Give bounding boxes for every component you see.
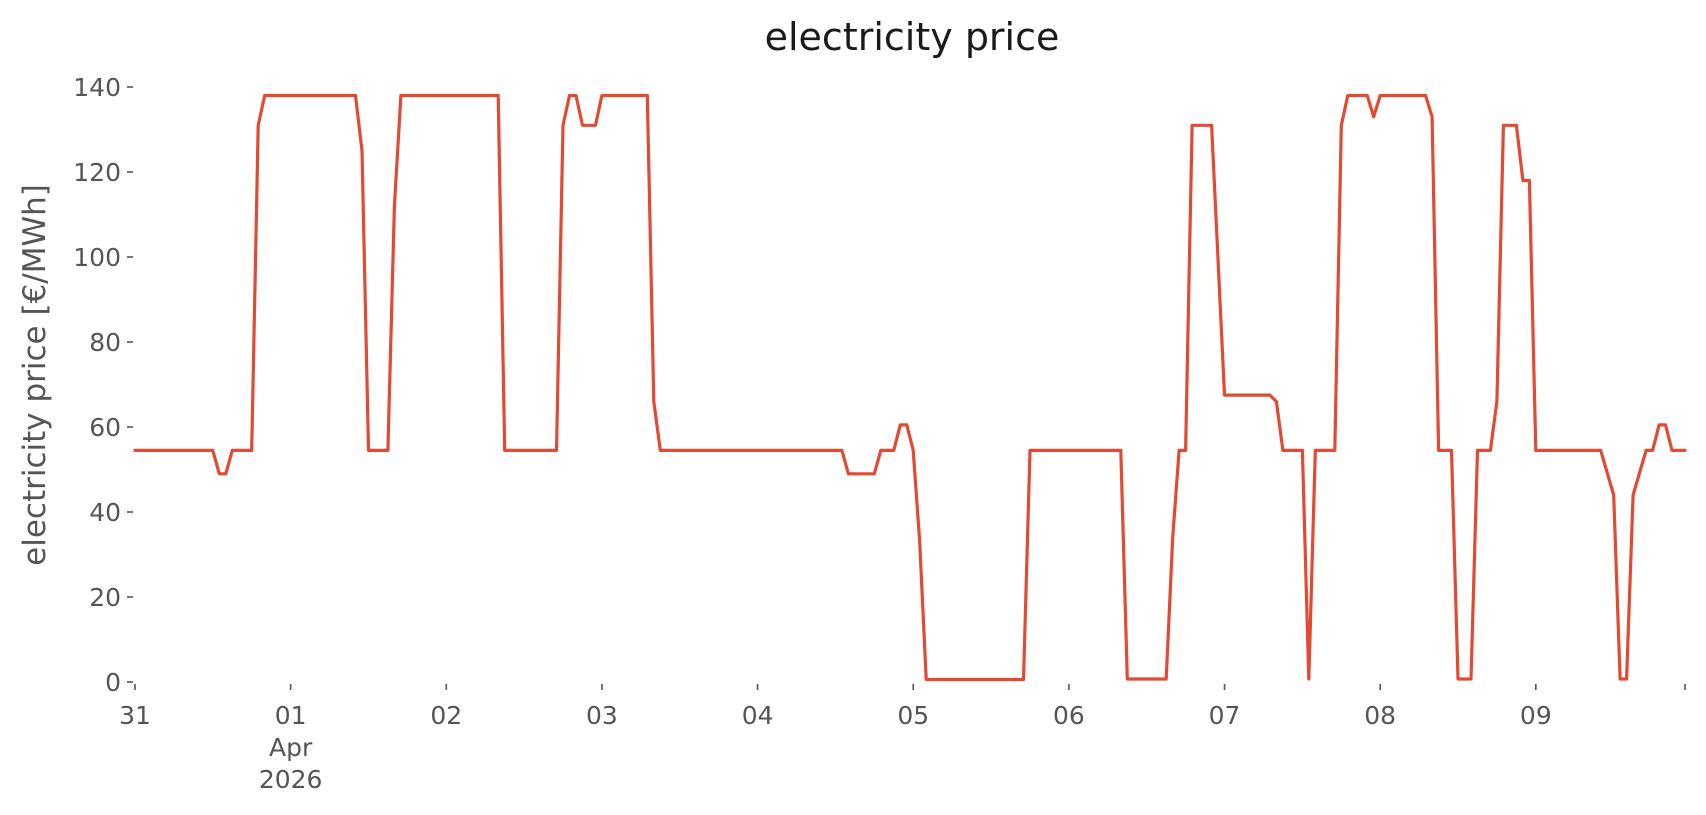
x-tick-label: 03 <box>586 701 618 730</box>
x-tick-label: 09 <box>1520 701 1552 730</box>
series-group <box>133 93 1687 682</box>
y-axis: 0 20 40 60 80 100 120 140 <box>73 73 133 697</box>
x-axis: 31 01 Apr 2026 02 03 04 05 06 07 08 09 <box>119 684 1686 794</box>
y-tick-label: 60 <box>89 413 121 442</box>
x-tick-label: 06 <box>1053 701 1085 730</box>
price-series-line <box>133 93 1687 682</box>
x-tick-label: 02 <box>430 701 462 730</box>
chart-title: electricity price <box>765 15 1060 59</box>
y-tick-label: 120 <box>73 158 121 187</box>
x-tick-label: 04 <box>742 701 774 730</box>
y-tick-label: 40 <box>89 498 121 527</box>
y-tick-label: 80 <box>89 328 121 357</box>
x-tick-label: 01 Apr 2026 <box>259 701 323 794</box>
x-tick-label: 07 <box>1209 701 1241 730</box>
x-tick-label: 05 <box>897 701 929 730</box>
y-axis-label: electricity price [€/MWh] <box>17 184 53 566</box>
y-tick-label: 0 <box>105 668 121 697</box>
y-tick-label: 20 <box>89 583 121 612</box>
y-tick-label: 100 <box>73 243 121 272</box>
x-tick-label: 08 <box>1364 701 1396 730</box>
x-tick-label: 31 <box>119 701 151 730</box>
y-tick-label: 140 <box>73 73 121 102</box>
